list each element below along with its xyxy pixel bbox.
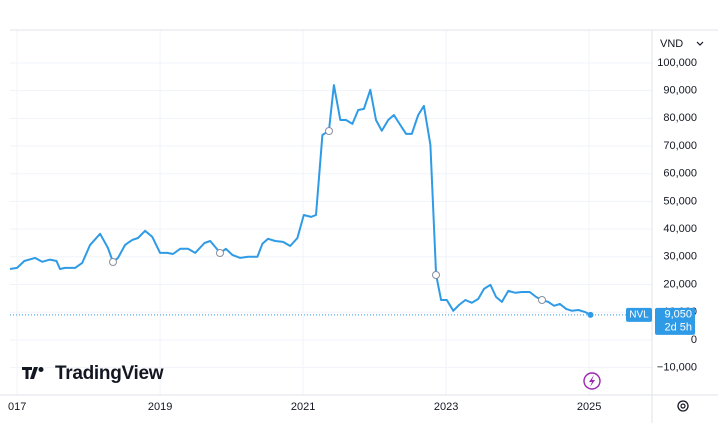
y-tick-label: 100,000 xyxy=(657,57,697,69)
gear xyxy=(677,400,689,412)
settings-icon[interactable] xyxy=(677,400,689,412)
countdown-label: 2d 5h xyxy=(664,322,692,334)
last-point xyxy=(587,311,594,318)
currency[interactable]: VND xyxy=(660,38,683,50)
logo-dot xyxy=(38,367,44,372)
price-box xyxy=(655,307,695,335)
y-tick-label: 20,000 xyxy=(663,278,697,290)
lightning-icon[interactable] xyxy=(583,372,601,390)
x-tick-label: 2019 xyxy=(148,401,172,413)
brand: TradingView xyxy=(55,363,164,384)
y-tick-label: 40,000 xyxy=(663,223,697,235)
y-tick-label: 60,000 xyxy=(663,168,697,180)
symbol-box xyxy=(626,307,652,322)
logo: TradingView xyxy=(22,363,164,384)
logo-icon xyxy=(22,367,38,379)
y-tick-label: 50,000 xyxy=(663,195,697,207)
y-tick-label: 90,000 xyxy=(663,85,697,97)
event-marker xyxy=(325,127,333,135)
x-tick-label: 2021 xyxy=(291,401,315,413)
x-tick-label: 017 xyxy=(8,401,26,413)
currency-chevron[interactable] xyxy=(696,41,704,46)
event-marker xyxy=(109,258,117,266)
gear-center xyxy=(680,403,686,409)
event-marker xyxy=(432,271,440,279)
y-tick-label: −10,000 xyxy=(657,361,697,373)
lightning-bolt xyxy=(589,375,595,387)
y-tick-label: 80,000 xyxy=(663,112,697,124)
event-marker xyxy=(216,249,224,257)
x-tick-label: 2025 xyxy=(577,401,601,413)
event-marker xyxy=(538,296,546,304)
price-line xyxy=(9,84,591,316)
y-tick-label: 70,000 xyxy=(663,140,697,152)
y-tick-label: 0 xyxy=(691,334,697,346)
price-label: 9,050 xyxy=(664,309,692,321)
x-tick-label: 2023 xyxy=(434,401,458,413)
y-tick-label: 30,000 xyxy=(663,251,697,263)
symbol-label: NVL xyxy=(629,309,649,320)
